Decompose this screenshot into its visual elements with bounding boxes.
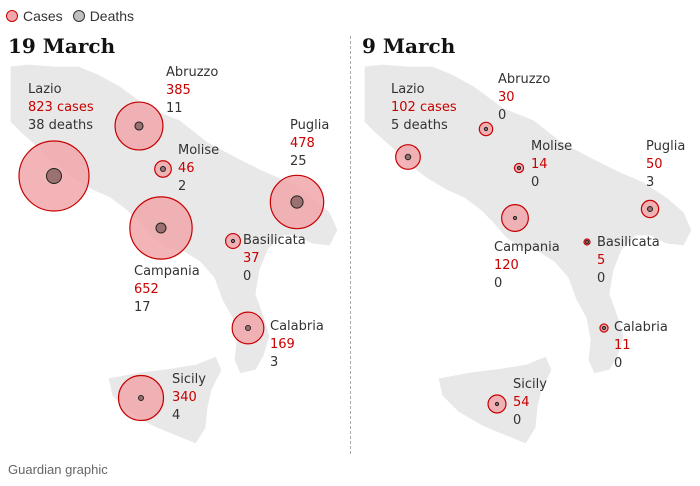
label-molise-9-march: Molise 14 0 (531, 138, 572, 192)
death-count: 38 deaths (28, 118, 93, 133)
bubble-layer (18, 101, 660, 422)
deaths-bubble-calabria-19-march (245, 325, 251, 331)
death-count: 0 (531, 175, 540, 190)
label-puglia-9-march: Puglia 50 3 (646, 138, 685, 192)
legend-item-cases: Cases (6, 8, 63, 24)
case-count: 340 (172, 390, 197, 405)
death-count: 0 (597, 271, 606, 286)
label-campania-9-march: Campania 120 0 (494, 239, 560, 293)
panel-title-19-march: 19 March (8, 34, 116, 58)
case-count: 169 (270, 337, 295, 352)
label-lazio-9-march: Lazio 102 cases 5 deaths (391, 81, 457, 135)
region-name: Lazio (28, 82, 62, 97)
cases-swatch-icon (6, 10, 18, 22)
death-count: 0 (498, 108, 507, 123)
region-name: Basilicata (597, 235, 660, 250)
case-count: 37 (243, 251, 260, 266)
death-count: 0 (243, 269, 252, 284)
label-basilicata-19-march: Basilicata 37 0 (243, 232, 306, 286)
region-name: Calabria (614, 320, 668, 335)
region-name: Abruzzo (498, 72, 551, 87)
label-puglia-19-march: Puglia 478 25 (290, 117, 329, 171)
label-sicily-19-march: Sicily 340 4 (172, 371, 206, 425)
death-count: 4 (172, 408, 181, 423)
case-count: 102 cases (391, 100, 457, 115)
panel-divider (350, 36, 351, 454)
case-count: 50 (646, 157, 663, 172)
region-name: Basilicata (243, 233, 306, 248)
deaths-bubble-campania-9-march (512, 215, 518, 221)
label-abruzzo-19-march: Abruzzo 385 11 (166, 64, 218, 118)
case-count: 478 (290, 136, 315, 151)
region-name: Puglia (646, 139, 686, 154)
deaths-swatch-icon (72, 10, 85, 22)
death-count: 3 (646, 175, 655, 190)
case-count: 5 (597, 253, 606, 268)
region-name: Abruzzo (166, 65, 219, 80)
deaths-bubble-puglia-9-march (647, 206, 653, 212)
label-lazio-19-march: Lazio 823 cases 38 deaths (28, 81, 94, 135)
deaths-bubble-lazio-9-march (404, 153, 412, 161)
death-count: 0 (513, 413, 522, 428)
region-name: Campania (134, 264, 200, 279)
death-count: 0 (614, 356, 623, 371)
label-calabria-19-march: Calabria 169 3 (270, 318, 324, 372)
deaths-bubble-lazio-19-march (45, 167, 63, 185)
legend-item-deaths: Deaths (72, 8, 135, 24)
region-name: Molise (178, 143, 220, 158)
deaths-bubble-campania-19-march (155, 222, 167, 234)
death-count: 2 (178, 179, 187, 194)
deaths-bubble-puglia-19-march (290, 195, 304, 209)
deaths-bubble-sicily-9-march (494, 401, 500, 407)
panel-title-9-march: 9 March (362, 34, 456, 58)
region-name: Sicily (513, 377, 547, 392)
death-count: 17 (134, 300, 151, 315)
deaths-bubble-sicily-19-march (138, 395, 144, 401)
case-count: 46 (178, 161, 195, 176)
death-count: 5 deaths (391, 118, 448, 133)
region-name: Campania (494, 240, 560, 255)
legend-cases-label: Cases (23, 8, 63, 24)
case-count: 14 (531, 157, 548, 172)
label-molise-19-march: Molise 46 2 (178, 142, 219, 196)
death-count: 3 (270, 355, 279, 370)
region-name: Puglia (290, 118, 330, 133)
case-count: 54 (513, 395, 530, 410)
case-count: 120 (494, 258, 519, 273)
label-calabria-9-march: Calabria 11 0 (614, 319, 668, 373)
case-count: 385 (166, 83, 191, 98)
deaths-bubble-molise-19-march (160, 166, 166, 172)
case-count: 823 cases (28, 100, 94, 115)
label-abruzzo-9-march: Abruzzo 30 0 (498, 71, 550, 125)
source-credit: Guardian graphic (8, 462, 108, 477)
deaths-bubble-basilicata-9-march (584, 239, 590, 245)
deaths-bubble-molise-9-march (516, 165, 522, 171)
label-campania-19-march: Campania 652 17 (134, 263, 200, 317)
legend-deaths-label: Deaths (89, 8, 135, 24)
label-sicily-9-march: Sicily 54 0 (513, 376, 547, 430)
region-name: Lazio (391, 82, 425, 97)
deaths-bubble-calabria-9-march (601, 325, 607, 331)
death-count: 25 (290, 154, 307, 169)
region-name: Molise (531, 139, 573, 154)
region-name: Sicily (172, 372, 206, 387)
death-count: 11 (166, 101, 183, 116)
legend: Cases Deaths (6, 6, 144, 26)
deaths-bubble-abruzzo-19-march (134, 121, 144, 131)
deaths-bubble-abruzzo-9-march (483, 126, 489, 132)
case-count: 652 (134, 282, 159, 297)
region-name: Calabria (270, 319, 324, 334)
case-count: 11 (614, 338, 631, 353)
label-basilicata-9-march: Basilicata 5 0 (597, 234, 660, 288)
case-count: 30 (498, 90, 515, 105)
death-count: 0 (494, 276, 503, 291)
deaths-bubble-basilicata-19-march (230, 238, 236, 244)
